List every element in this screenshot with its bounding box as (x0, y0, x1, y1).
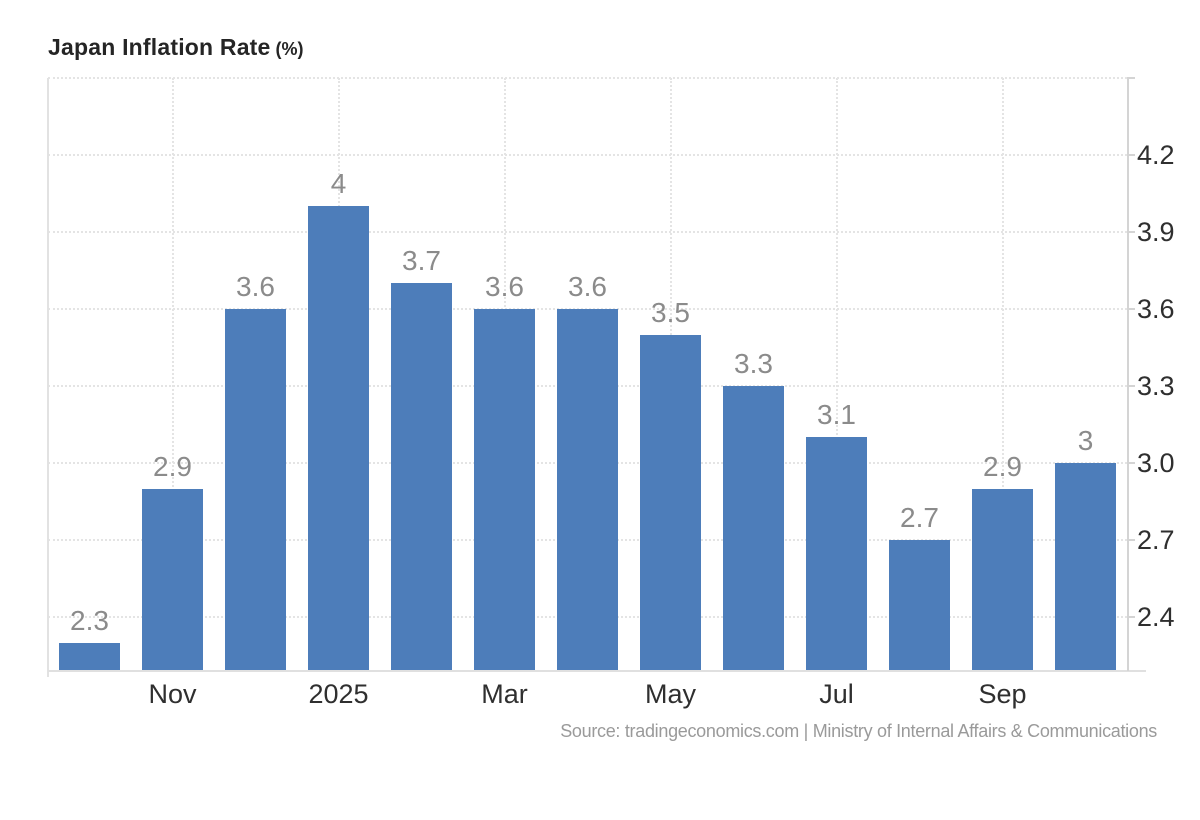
vertical-gridline (835, 78, 838, 671)
plot-left-border (47, 78, 49, 671)
bar[interactable] (972, 488, 1033, 671)
x-axis-tick-label: Mar (481, 679, 528, 709)
bar[interactable] (308, 206, 369, 671)
bar-value-label: 4 (330, 168, 347, 200)
x-axis-tick-label: May (644, 679, 696, 709)
horizontal-gridline (48, 308, 1127, 310)
horizontal-gridline (48, 231, 1127, 233)
chart-title-unit: (%) (275, 39, 304, 59)
x-axis-line (48, 670, 1146, 672)
y-axis-tick-label: 3.3 (1137, 371, 1175, 401)
bar[interactable] (225, 309, 286, 671)
vertical-gridline (171, 78, 174, 671)
bar-value-label: 3.6 (485, 271, 524, 303)
x-axis-tick-label: Jul (819, 679, 854, 709)
y-axis-line (1127, 78, 1129, 671)
y-axis-tick (1127, 308, 1135, 310)
vertical-gridline (1001, 78, 1004, 671)
bar[interactable] (474, 309, 535, 671)
horizontal-gridline (48, 77, 1127, 79)
bar[interactable] (806, 437, 867, 671)
y-axis-tick (1127, 539, 1135, 541)
bar[interactable] (142, 488, 203, 671)
x-axis-tick-label: Sep (978, 679, 1027, 709)
y-axis-tick-label: 3.6 (1137, 294, 1175, 324)
bar-value-label: 2.7 (900, 502, 939, 534)
bar[interactable] (723, 386, 784, 671)
bar[interactable] (557, 309, 618, 671)
y-axis-tick (1127, 616, 1135, 618)
chart-title: Japan Inflation Rate (%) (48, 34, 304, 61)
y-axis-tick (1127, 385, 1135, 387)
bar-value-label: 2.9 (983, 450, 1022, 482)
chart-title-text: Japan Inflation Rate (48, 34, 271, 60)
bar-value-label: 3 (1077, 425, 1094, 457)
y-axis-tick (1127, 77, 1135, 79)
bar-value-label: 2.9 (153, 450, 192, 482)
y-axis-tick (1127, 462, 1135, 464)
x-axis-edge-tick (47, 671, 49, 677)
y-axis-tick-label: 2.4 (1137, 602, 1175, 632)
bar-value-label: 3.6 (568, 271, 607, 303)
x-axis-tick-label: Nov (148, 679, 197, 709)
bar-value-label: 3.3 (734, 348, 773, 380)
bar[interactable] (640, 334, 701, 671)
y-axis-tick-label: 3.9 (1137, 217, 1175, 247)
bar-value-label: 3.1 (817, 399, 856, 431)
bar[interactable] (1055, 463, 1116, 671)
bar-value-label: 3.5 (651, 296, 690, 328)
bar[interactable] (59, 642, 120, 671)
y-axis-tick (1127, 231, 1135, 233)
y-axis-tick-label: 4.2 (1137, 140, 1175, 170)
bar-value-label: 3.6 (236, 271, 275, 303)
bar[interactable] (391, 283, 452, 671)
bar[interactable] (889, 540, 950, 671)
y-axis-tick (1127, 154, 1135, 156)
x-axis-tick-label: 2025 (308, 679, 369, 709)
bar-value-label: 2.3 (70, 604, 109, 636)
horizontal-gridline (48, 154, 1127, 156)
y-axis-tick-label: 3.0 (1137, 448, 1175, 478)
source-attribution: Source: tradingeconomics.com | Ministry … (560, 721, 1157, 741)
bar-value-label: 3.7 (402, 245, 441, 277)
y-axis-tick-label: 2.7 (1137, 525, 1175, 555)
